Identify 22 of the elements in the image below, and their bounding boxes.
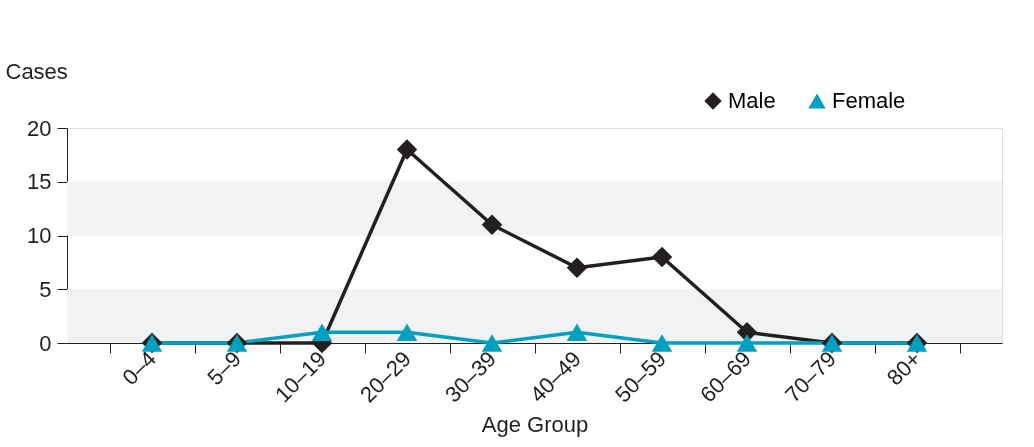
y-axis-title: Cases [5,58,68,84]
point [311,323,333,342]
y-tick-label: 15 [27,169,52,195]
y-tick-label: 0 [39,330,52,356]
legend-label: Female [832,88,906,113]
point [396,139,418,160]
x-tick-label: 0–4 [117,346,161,390]
y-tick-label: 10 [27,223,52,248]
y-tick-label: 20 [27,115,52,141]
point [566,323,588,342]
x-axis-title: Age Group [481,411,589,437]
point [481,334,503,352]
point [651,246,673,268]
legend-label: Male [728,88,776,113]
x-tick-label: 5–9 [202,346,246,390]
point [651,334,673,352]
point [566,257,588,278]
y-tick-label: 5 [39,276,52,302]
point [396,323,418,342]
point [481,214,503,235]
x-tick-label: 80+ [881,346,926,391]
point [736,334,758,352]
